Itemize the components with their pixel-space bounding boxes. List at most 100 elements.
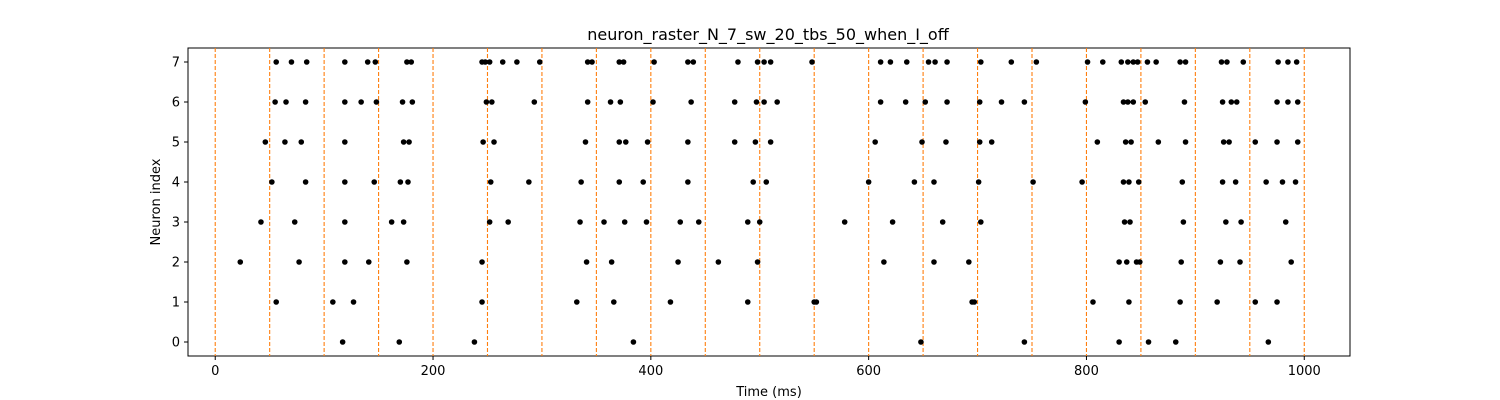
spike-point [735, 59, 741, 65]
spike-point [763, 179, 770, 185]
spike-point [1134, 59, 1141, 65]
spike-point [1226, 139, 1232, 145]
spike-point [1121, 219, 1128, 225]
spike-point [744, 299, 751, 305]
spike-point [881, 259, 887, 265]
spike-point [489, 99, 495, 105]
spike-point [1288, 259, 1294, 265]
spike-point [1142, 99, 1149, 105]
spike-point [1116, 339, 1122, 345]
spike-point [1123, 259, 1130, 265]
spike-point [1294, 99, 1301, 105]
spike-point [1122, 139, 1129, 145]
spike-point [813, 299, 820, 305]
spike-point [536, 59, 543, 65]
spike-point [373, 99, 380, 105]
spike-point [1008, 59, 1015, 65]
spike-point [282, 139, 288, 145]
spike-point [408, 59, 415, 65]
spike-point [1219, 99, 1226, 105]
spike-point [616, 139, 623, 145]
spike-point [1118, 59, 1125, 65]
spike-point [272, 99, 278, 105]
spike-point [685, 139, 691, 145]
spike-point [482, 59, 489, 65]
spike-point [342, 219, 348, 225]
spike-point [372, 59, 379, 65]
spike-point [1238, 219, 1244, 225]
y-tick-label: 2 [172, 256, 180, 271]
spike-point [809, 59, 815, 65]
spike-point [1274, 139, 1280, 145]
spike-point [1274, 299, 1280, 305]
spike-point [302, 99, 309, 105]
spike-point [1279, 179, 1286, 185]
spike-point [583, 259, 590, 265]
spike-point [1282, 219, 1289, 225]
spike-point [330, 299, 336, 305]
spike-point [1275, 59, 1281, 65]
spike-point [943, 139, 949, 145]
spike-point [1233, 99, 1240, 105]
spike-point [400, 139, 407, 145]
x-tick-label: 400 [638, 364, 663, 379]
spike-point [971, 299, 978, 305]
spike-point [767, 59, 774, 65]
spike-point [1120, 179, 1127, 185]
spike-point [339, 339, 346, 345]
spike-point [630, 339, 637, 345]
spike-point [573, 299, 580, 305]
spike-point [302, 179, 309, 185]
spike-point [925, 59, 932, 65]
spike-point [1263, 179, 1269, 185]
spike-point [1285, 99, 1291, 105]
spike-point [514, 59, 520, 65]
spike-point [622, 139, 629, 145]
spike-point [919, 139, 925, 145]
spike-point [601, 219, 607, 225]
spike-point [350, 299, 357, 305]
spike-point [1126, 179, 1132, 185]
spike-point [1182, 139, 1189, 145]
spike-point [1145, 339, 1152, 345]
spike-point [688, 99, 694, 105]
x-axis-ticks: 0 200 400 600 800 1000 [211, 356, 1321, 379]
spike-point [685, 179, 691, 185]
spike-point [644, 139, 651, 145]
spike-point [1218, 59, 1225, 65]
y-tick-label: 0 [172, 336, 180, 351]
spike-point [258, 219, 264, 225]
spike-point [237, 259, 244, 265]
spike-point [505, 219, 511, 225]
spike-point [1125, 99, 1131, 105]
spike-point [409, 99, 416, 105]
spike-points [237, 59, 1301, 345]
spike-point [752, 139, 759, 145]
spike-point [406, 139, 412, 145]
spike-point [1128, 139, 1134, 145]
spike-point [262, 139, 269, 145]
spike-point [621, 219, 628, 225]
spike-point [918, 339, 924, 345]
spike-point [499, 59, 506, 65]
spike-point [998, 99, 1005, 105]
y-axis-ticks: 0 1 2 3 4 5 6 7 [172, 56, 188, 351]
spike-point [616, 59, 623, 65]
spike-point [364, 59, 371, 65]
spike-point [620, 59, 627, 65]
spike-point [887, 59, 894, 65]
spike-point [911, 179, 918, 185]
spike-point [487, 179, 494, 185]
spike-point [1090, 299, 1096, 305]
spike-point [342, 139, 348, 145]
spike-point [761, 99, 767, 105]
spike-point [1079, 179, 1085, 185]
spike-point [1214, 299, 1220, 305]
spike-point [1155, 139, 1162, 145]
spike-point [1285, 59, 1291, 65]
spike-point [582, 139, 589, 145]
spike-point [761, 59, 767, 65]
spike-point [931, 259, 937, 265]
spike-point [1182, 59, 1189, 65]
